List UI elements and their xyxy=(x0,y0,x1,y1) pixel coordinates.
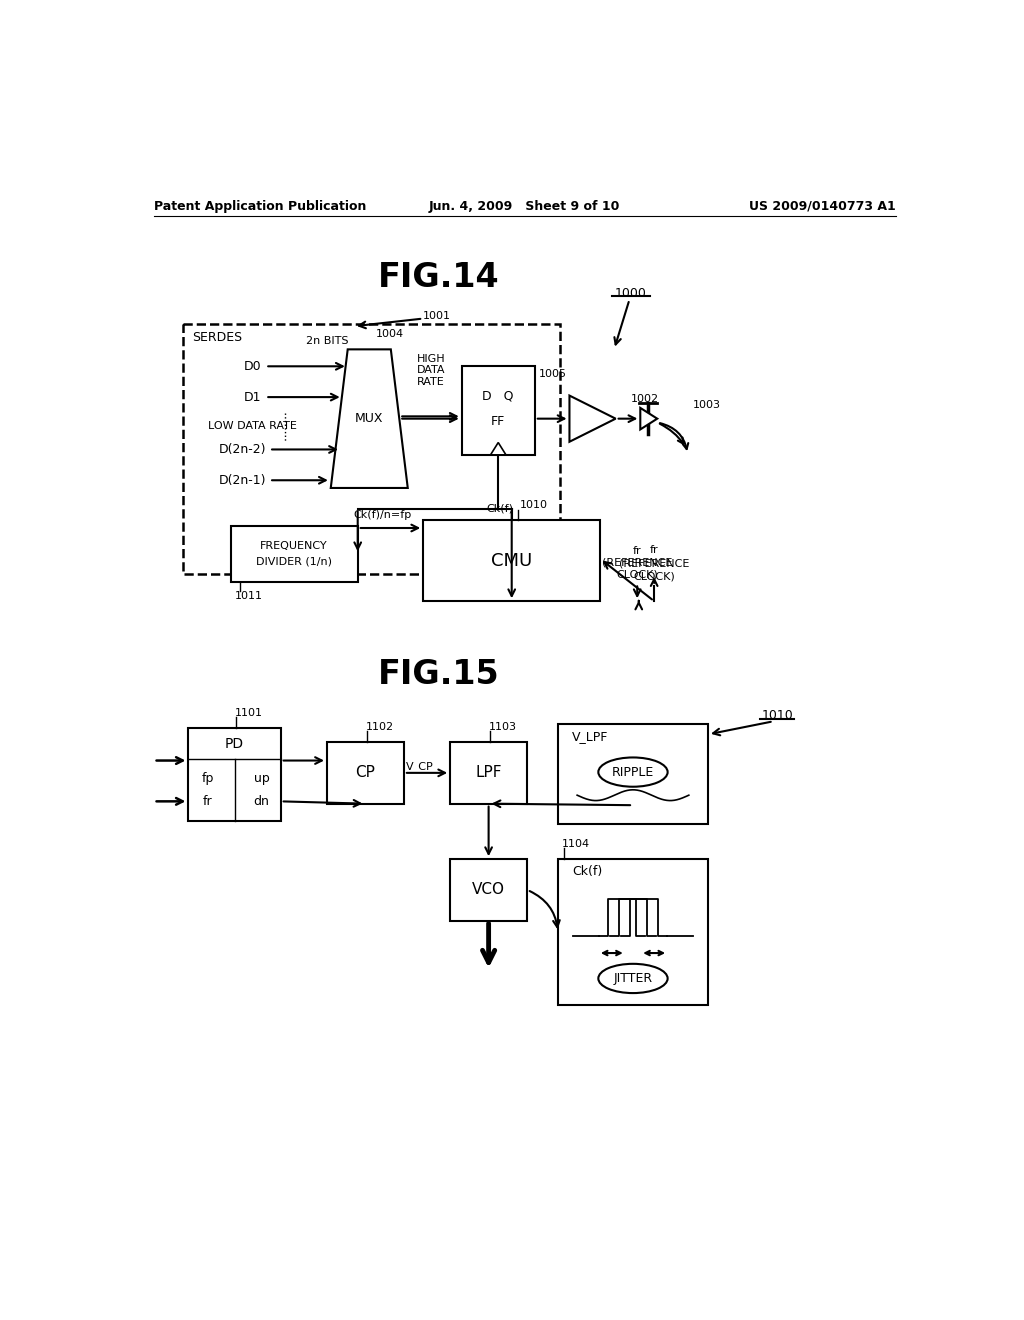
Text: 1004: 1004 xyxy=(376,329,403,339)
Text: 1011: 1011 xyxy=(234,591,262,601)
Text: SERDES: SERDES xyxy=(193,331,243,345)
Text: JITTER: JITTER xyxy=(613,972,652,985)
Text: LPF: LPF xyxy=(475,766,502,780)
Text: FIG.14: FIG.14 xyxy=(378,261,500,294)
Bar xyxy=(558,725,708,825)
Text: 1005: 1005 xyxy=(539,370,566,379)
Text: US 2009/0140773 A1: US 2009/0140773 A1 xyxy=(750,199,896,213)
Text: (REFERENCE: (REFERENCE xyxy=(602,557,673,568)
Text: CP: CP xyxy=(355,766,376,780)
Text: dn: dn xyxy=(254,795,269,808)
Text: D   Q: D Q xyxy=(482,389,514,403)
Text: fp: fp xyxy=(202,772,214,785)
Bar xyxy=(423,520,600,601)
Text: D(2n-2): D(2n-2) xyxy=(218,444,266,455)
Text: 1000: 1000 xyxy=(615,286,647,300)
Bar xyxy=(188,729,281,821)
Bar xyxy=(462,367,535,455)
Text: DIVIDER (1/n): DIVIDER (1/n) xyxy=(256,557,332,566)
Text: (REFERENCE: (REFERENCE xyxy=(618,558,689,569)
Text: 1104: 1104 xyxy=(562,838,590,849)
Text: PD: PD xyxy=(225,737,244,751)
Text: FIG.15: FIG.15 xyxy=(378,657,500,690)
Text: Jun. 4, 2009   Sheet 9 of 10: Jun. 4, 2009 Sheet 9 of 10 xyxy=(429,199,621,213)
Bar xyxy=(230,527,357,582)
Polygon shape xyxy=(569,396,615,442)
Text: up: up xyxy=(254,772,269,785)
Bar xyxy=(558,859,708,1006)
Bar xyxy=(451,859,527,921)
Text: CMU: CMU xyxy=(492,552,532,570)
Text: 1010: 1010 xyxy=(762,709,794,722)
Polygon shape xyxy=(331,350,408,488)
Text: Ck(f): Ck(f) xyxy=(486,504,514,513)
Text: D1: D1 xyxy=(244,391,261,404)
Text: LOW DATA RATE: LOW DATA RATE xyxy=(208,421,296,432)
Text: Patent Application Publication: Patent Application Publication xyxy=(154,199,366,213)
Polygon shape xyxy=(640,408,657,429)
Text: Ck(f): Ck(f) xyxy=(572,865,602,878)
Text: fr: fr xyxy=(203,795,212,808)
Text: 1001: 1001 xyxy=(423,312,452,321)
Ellipse shape xyxy=(598,758,668,787)
Bar xyxy=(451,742,527,804)
Text: 1010: 1010 xyxy=(519,500,548,510)
Text: FF: FF xyxy=(492,416,506,428)
Text: VCO: VCO xyxy=(472,882,505,898)
Text: FREQUENCY: FREQUENCY xyxy=(260,541,328,552)
Text: 1103: 1103 xyxy=(488,722,517,731)
Text: Ck(f)/n=fp: Ck(f)/n=fp xyxy=(354,510,412,520)
Text: 1101: 1101 xyxy=(234,708,262,718)
Text: MUX: MUX xyxy=(355,412,384,425)
Bar xyxy=(183,323,560,574)
Text: D(2n-1): D(2n-1) xyxy=(218,474,266,487)
Polygon shape xyxy=(490,442,506,455)
Text: RIPPLE: RIPPLE xyxy=(612,766,654,779)
Text: fr: fr xyxy=(633,546,641,556)
Text: 1003: 1003 xyxy=(692,400,721,409)
Text: D0: D0 xyxy=(244,360,261,372)
Text: fr: fr xyxy=(650,545,658,554)
Text: HIGH
DATA
RATE: HIGH DATA RATE xyxy=(417,354,445,387)
Ellipse shape xyxy=(598,964,668,993)
Text: 1002: 1002 xyxy=(631,393,659,404)
Text: CLOCK): CLOCK) xyxy=(616,569,658,579)
Bar xyxy=(327,742,403,804)
Text: V_CP: V_CP xyxy=(406,762,433,772)
Text: 2n BITS: 2n BITS xyxy=(305,335,348,346)
Text: 1102: 1102 xyxy=(366,722,393,731)
Text: V_LPF: V_LPF xyxy=(572,730,608,743)
Text: CLOCK): CLOCK) xyxy=(633,572,675,582)
